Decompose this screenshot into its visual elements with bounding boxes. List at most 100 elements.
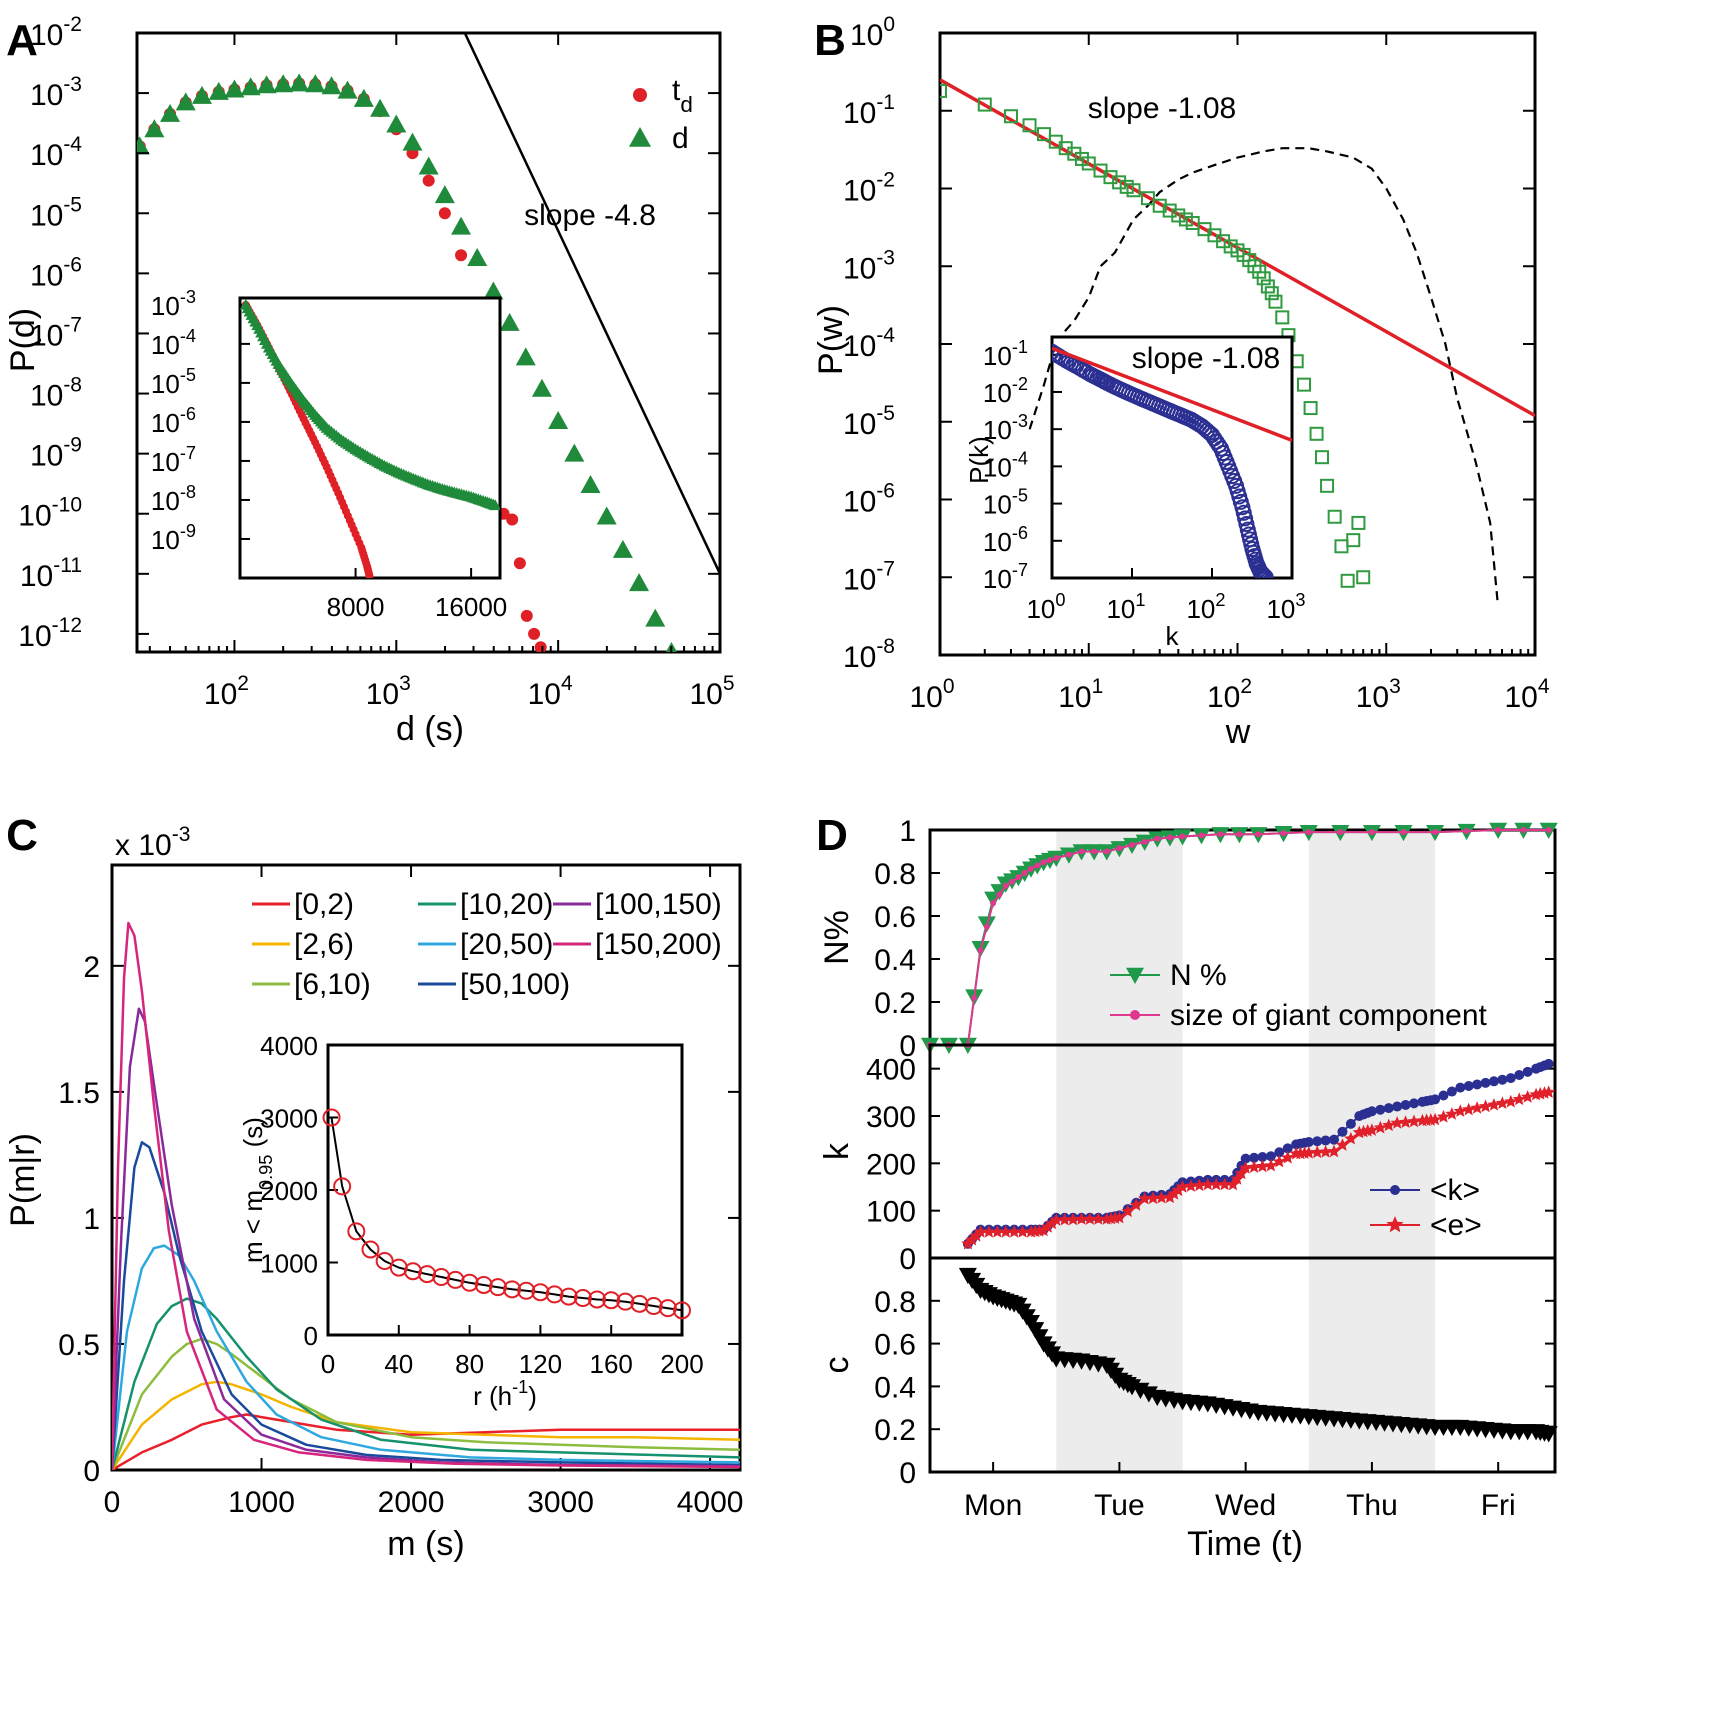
weight-marker [977,97,992,112]
x-tick-label: Tue [1094,1489,1145,1522]
x-tick-label: 103 [366,672,411,711]
series-marker [1320,1135,1331,1146]
weight-marker [1320,478,1335,493]
threshold-marker [658,1299,677,1318]
threshold-marker [361,1240,380,1259]
series-marker [1470,1101,1484,1114]
series-marker [1398,1115,1413,1128]
null-model-curve [1028,147,1499,601]
weight-marker [1297,377,1312,392]
pmr-curve--0-2- [112,1413,740,1470]
y-tick-label: 10-5 [843,402,895,441]
series-marker [1021,870,1028,876]
weight-marker [1256,271,1271,286]
d-marker [160,103,181,122]
threshold-marker [531,1283,550,1302]
legend-td-marker [633,88,647,102]
inset-a-plot-area [240,298,500,578]
panel-c-frame [110,863,742,1472]
weight-marker [1346,533,1361,548]
series-marker [1390,1116,1404,1129]
inset-y-tick-label: 2000 [260,1176,318,1206]
d-marker [353,88,374,107]
inset-y-tick-label: 10-3 [151,287,196,321]
panel-a: A 102 103 104 105 10-2 10-3 10-4 10-5 10-6 10-7 10-… [4,13,735,748]
legend-label: [2,6) [294,928,354,961]
pmr-curve--150-200- [112,921,740,1470]
series-marker [1091,848,1098,855]
series-marker [1184,1179,1198,1192]
td-marker [520,609,533,622]
inset-x-tick-label: 8000 [327,592,385,622]
series-marker [1015,1225,1030,1238]
series-marker [1138,1191,1152,1205]
series-marker [1504,1094,1518,1108]
series-marker [969,1228,983,1242]
series-marker [1179,833,1186,840]
threshold-marker [503,1280,522,1299]
td-marker [513,557,526,570]
series-marker [1446,1086,1457,1097]
series-marker [1066,1212,1080,1226]
d-marker [273,74,294,93]
series-marker [1247,1160,1261,1173]
series-marker [1046,857,1053,864]
y-axis-title: k [818,1142,856,1160]
inset-y-tick-label: 10-5 [983,486,1028,520]
series-marker [1236,831,1243,838]
series-marker [1281,1150,1295,1164]
threshold-marker [322,1108,341,1127]
series-marker [1337,1126,1348,1137]
y-tick-label: 10-1 [843,91,895,130]
panel-label-d: D [816,811,848,860]
series-marker [1280,830,1287,837]
inset-x-axis-title: r (h-1) [473,1377,537,1411]
x-tick-label: 4000 [677,1486,744,1519]
legend-label: [20,50) [460,928,553,961]
y-tick-label: 300 [866,1101,916,1134]
series-marker [1522,1066,1533,1077]
y-tick-label: 1.5 [58,1077,100,1110]
series-marker [1400,1099,1411,1110]
series-marker [1302,1145,1316,1159]
panel-label-c: C [6,811,38,860]
y-tick-label: 10-9 [30,434,82,473]
series-marker [1083,1212,1097,1225]
inset-x-tick-label: 0 [321,1349,335,1379]
series-marker [1116,845,1123,852]
y-tick-label: 0.8 [874,1286,916,1319]
threshold-marker [616,1292,635,1311]
legend-td-label: td [672,74,693,117]
legend-marker [1130,1010,1140,1020]
series-marker [1007,1225,1021,1238]
y-tick-label: 10-7 [843,557,895,596]
weight-marker [1315,450,1330,465]
x-tick-label: Wed [1215,1489,1276,1522]
threshold-marker [588,1290,607,1309]
pmr-curve--20-50- [112,1244,740,1470]
y-tick-label: 0.4 [874,1371,916,1404]
weight-marker [1275,310,1290,325]
d-marker [402,132,423,151]
series-marker [1103,848,1110,855]
d-marker [337,80,358,99]
inset-x-tick-label: 103 [1266,590,1305,624]
x-tick-label: 100 [909,675,954,714]
d-marker [175,92,196,111]
y-tick-label: 200 [866,1148,916,1181]
inset-x-tick-label: 100 [1026,590,1065,624]
y-tick-label: 0 [899,1457,916,1490]
d-marker [548,410,569,429]
series-marker [1488,1076,1499,1087]
y-tick-label: 10-8 [843,635,895,674]
y-tick-label: 10-4 [30,133,82,172]
pmr-curve--2-6- [112,1380,740,1470]
series-marker [1409,1098,1420,1109]
inset-y-tick-label: 0 [304,1321,318,1351]
legend-marker [1390,1185,1400,1195]
series-marker [1198,832,1205,839]
series-marker [1065,851,1072,858]
series-marker [1058,1212,1072,1226]
weight-marker [1268,294,1283,309]
